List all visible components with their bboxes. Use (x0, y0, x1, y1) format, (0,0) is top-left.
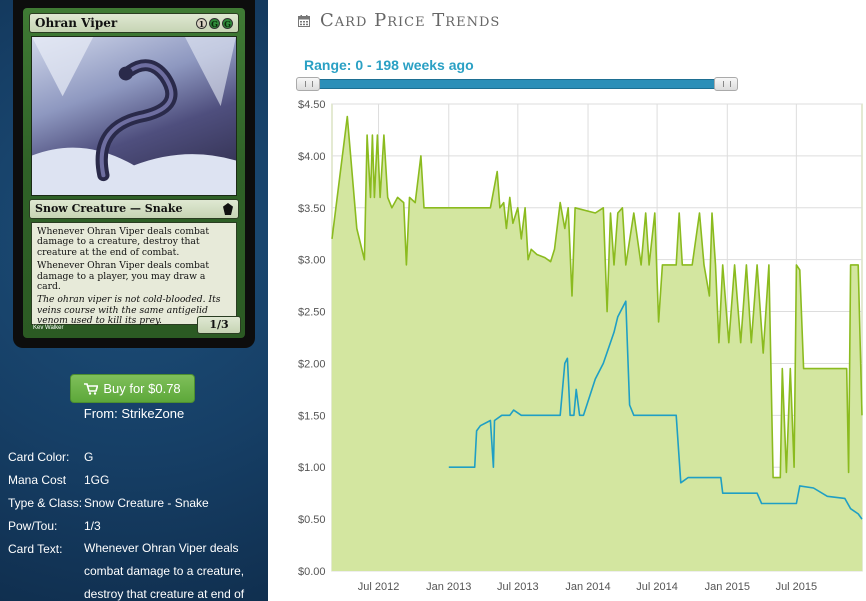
vendor-label: From: StrikeZone (83, 406, 185, 421)
card-name-bar: Ohran Viper 1 G G (29, 13, 239, 33)
card-power-toughness: 1/3 (197, 316, 241, 334)
section-header: Card Price Trends (298, 8, 500, 32)
card-face: Ohran Viper 1 G G Snow Creature (23, 8, 245, 338)
detail-label: Type & Class: (8, 496, 83, 510)
x-tick-label: Jul 2015 (776, 581, 818, 593)
card-rules-text: Whenever Ohran Viper deals combat damage… (37, 226, 210, 258)
mana-symbol-generic: 1 (196, 17, 207, 29)
range-slider-end-handle[interactable] (714, 77, 738, 91)
detail-label: Card Text: (8, 542, 63, 556)
detail-value: Whenever Ohran Viper deals combat damage… (84, 541, 245, 601)
y-tick-label: $3.50 (298, 203, 326, 215)
series-layer (331, 115, 863, 571)
detail-row-card-text: Card Text: Whenever Ohran Viper deals co… (8, 541, 266, 601)
card-info-panel: Ohran Viper 1 G G Snow Creature (0, 0, 268, 601)
card-rules-text: Whenever Ohran Viper deals combat damage… (37, 260, 210, 293)
detail-value: 1/3 (84, 519, 101, 533)
x-tick-label: Jul 2014 (636, 581, 678, 593)
axis-labels: $0.00 $0.50 $1.00 $1.50 $2.00 $2.50 $3.00 $3.50… (298, 99, 817, 593)
card-image: Ohran Viper 1 G G Snow Creature (13, 0, 255, 348)
x-tick-label: Jan 2015 (705, 581, 750, 593)
mana-symbol-green: G (209, 17, 220, 29)
card-details: Card Color: G Mana Cost 1GG Type & Class… (8, 450, 266, 601)
card-mana-cost: 1 G G (196, 17, 233, 29)
range-slider[interactable] (296, 77, 740, 91)
detail-label: Card Color: (8, 450, 70, 464)
detail-value: Snow Creature - Snake (84, 496, 209, 510)
set-symbol-icon (223, 203, 233, 215)
y-tick-label: $3.00 (298, 255, 326, 267)
calendar-icon (298, 14, 310, 27)
series-0-area (332, 116, 862, 571)
detail-value: G (84, 450, 94, 464)
detail-row-pow-tou: Pow/Tou: 1/3 (8, 519, 266, 533)
detail-row-mana-cost: Mana Cost 1GG (8, 473, 266, 487)
y-tick-label: $4.00 (298, 151, 326, 163)
series-0-line (331, 115, 863, 479)
shopping-cart-icon (84, 382, 99, 395)
section-title: Card Price Trends (320, 9, 501, 31)
snake-artwork-icon (32, 37, 236, 195)
detail-row-type: Type & Class: Snow Creature - Snake (8, 496, 266, 510)
buy-button-label: Buy for $0.78 (103, 381, 181, 396)
card-text-box: Whenever Ohran Viper deals combat damage… (31, 222, 237, 327)
detail-value: 1GG (84, 473, 110, 487)
y-tick-label: $1.00 (298, 462, 326, 474)
y-tick-label: $2.00 (298, 358, 326, 370)
x-tick-label: Jan 2014 (565, 581, 610, 593)
y-tick-label: $0.50 (298, 514, 326, 526)
y-tick-label: $1.50 (298, 410, 326, 422)
card-type-bar: Snow Creature — Snake (29, 199, 239, 219)
mana-symbol-green: G (222, 17, 233, 29)
range-label: Range: 0 - 198 weeks ago (304, 57, 474, 73)
y-tick-label: $2.50 (298, 307, 326, 319)
x-tick-label: Jul 2013 (497, 581, 539, 593)
buy-button[interactable]: Buy for $0.78 (70, 374, 195, 403)
y-tick-label: $0.00 (298, 566, 326, 578)
card-artwork (31, 36, 237, 196)
y-tick-label: $4.50 (298, 99, 326, 111)
detail-label: Pow/Tou: (8, 519, 58, 533)
card-flavor-text: The ohran viper is not cold-blooded. Its… (37, 294, 221, 327)
range-slider-start-handle[interactable] (296, 77, 320, 91)
price-trend-chart: $0.00 $0.50 $1.00 $1.50 $2.00 $2.50 $3.00 $3.50… (298, 99, 863, 593)
detail-label: Mana Cost (8, 473, 67, 487)
card-name: Ohran Viper (35, 16, 118, 30)
card-artist: Kev Walker (33, 325, 64, 331)
series-1-line (448, 300, 863, 520)
card-type-line: Snow Creature — Snake (35, 202, 183, 215)
range-slider-fill (302, 79, 734, 89)
x-tick-label: Jan 2013 (426, 581, 471, 593)
x-tick-label: Jul 2012 (358, 581, 400, 593)
detail-row-color: Card Color: G (8, 450, 266, 464)
